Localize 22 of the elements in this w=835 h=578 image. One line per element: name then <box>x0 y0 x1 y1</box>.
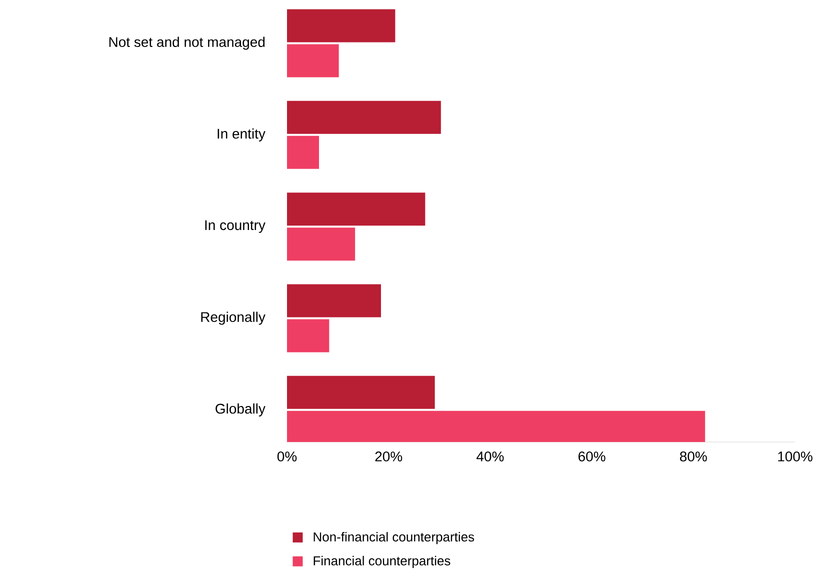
y-tick-label: Regionally <box>201 312 266 325</box>
bar <box>287 9 396 42</box>
bar <box>287 44 339 78</box>
x-tick-label: 80% <box>680 452 707 462</box>
bar <box>287 192 426 226</box>
x-tick-label: 20% <box>375 452 402 462</box>
bar <box>287 100 441 134</box>
bar <box>287 284 381 318</box>
bar <box>287 376 435 409</box>
bar <box>287 319 330 352</box>
x-tick-label: 100% <box>778 452 812 462</box>
x-tick-label: 0% <box>277 452 297 462</box>
y-tick-label: Not set and not managed <box>109 36 265 50</box>
legend-label: Non-financial counterparties <box>314 532 474 544</box>
x-tick-label: 60% <box>578 452 606 462</box>
y-tick-label: In entity <box>218 128 266 142</box>
x-tick-label: 40% <box>476 452 504 462</box>
bar <box>287 136 320 169</box>
y-tick-label: In country <box>205 220 266 233</box>
legend-label: Financial counterparties <box>314 556 450 568</box>
y-tick-label: Globally <box>216 403 266 416</box>
bar <box>287 228 356 261</box>
